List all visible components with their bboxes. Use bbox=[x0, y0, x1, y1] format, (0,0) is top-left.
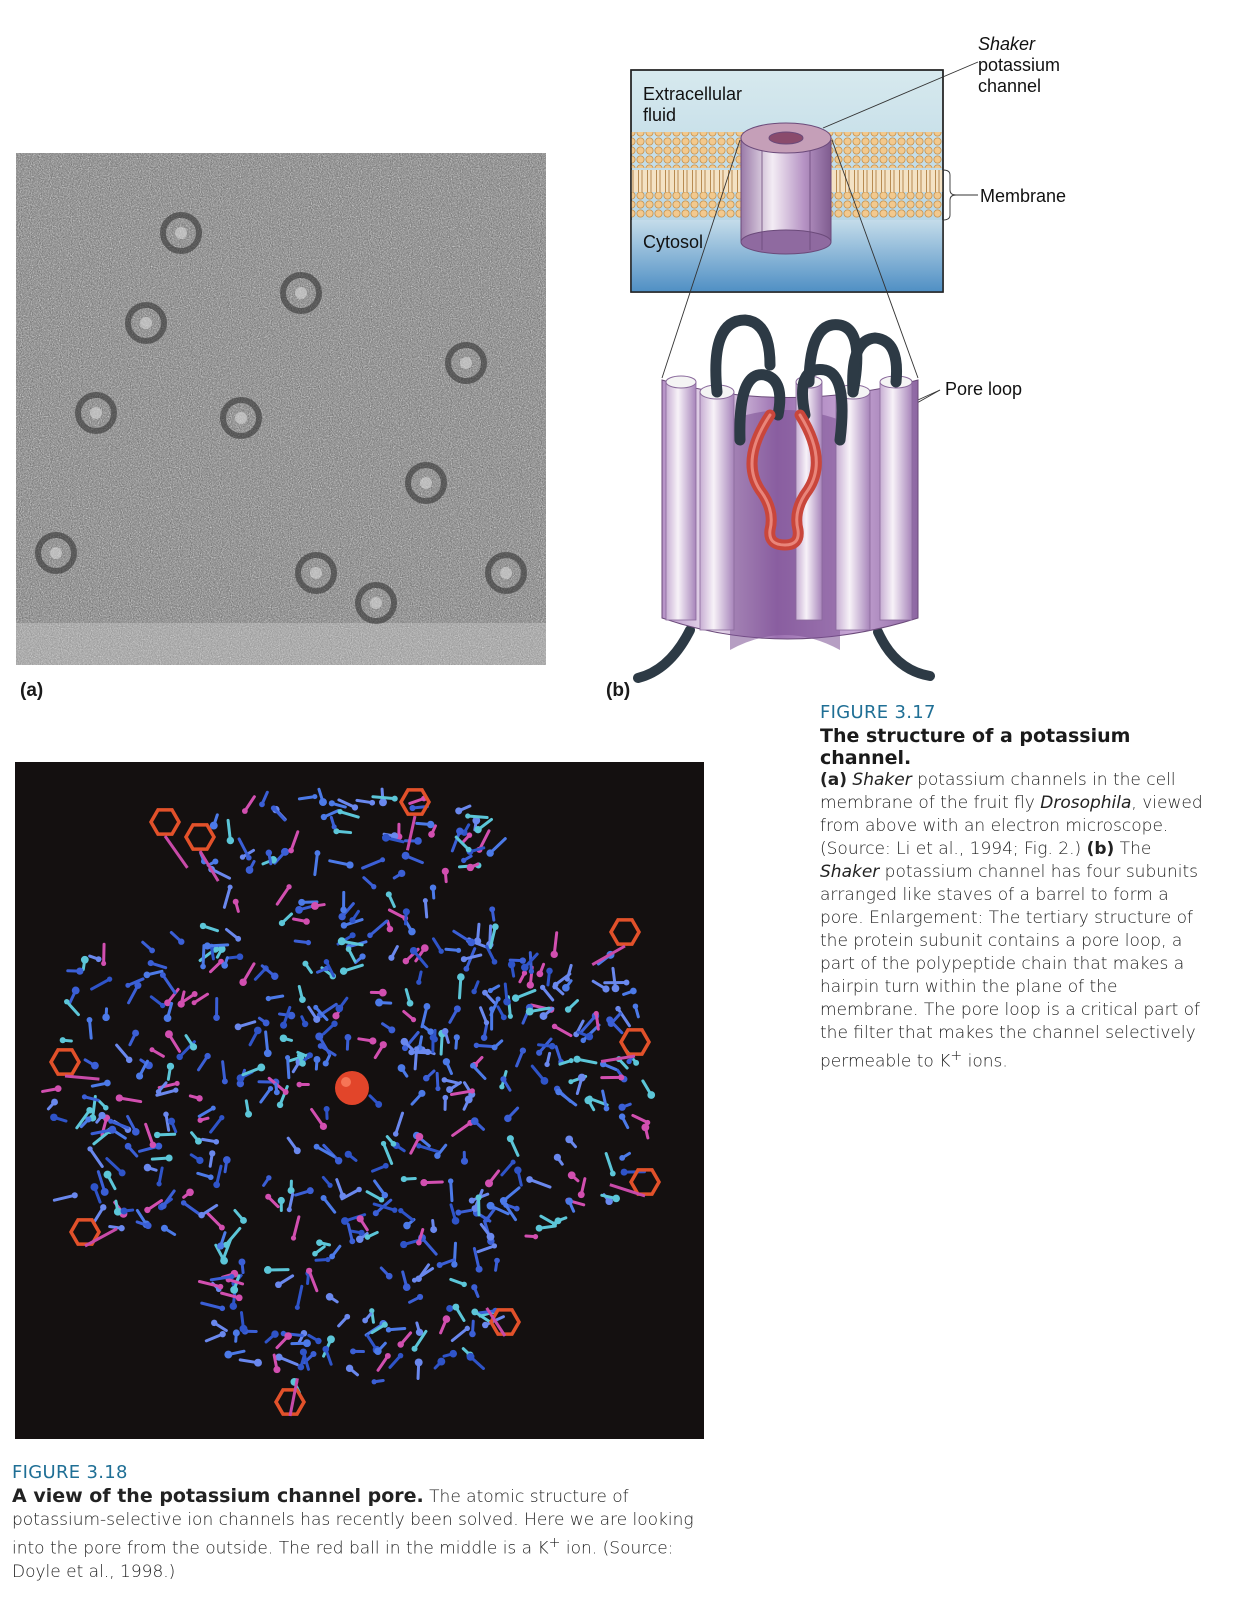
figure-318-number: FIGURE 3.18 bbox=[12, 1462, 128, 1483]
potassium-ion bbox=[335, 1071, 369, 1105]
electron-micrograph bbox=[16, 153, 546, 665]
figure-318-caption: FIGURE 3.18 A view of the potassium chan… bbox=[12, 1462, 712, 1584]
micrograph-texture bbox=[16, 153, 546, 665]
figure-317-text: (a) Shaker potassium channels in the cel… bbox=[820, 770, 1203, 1072]
shaker-label-line1: Shaker bbox=[978, 34, 1036, 54]
membrane-label: Membrane bbox=[980, 186, 1066, 206]
extracellular-label-line2: fluid bbox=[643, 105, 676, 125]
channel-particles bbox=[35, 212, 527, 624]
panel-b-label: (b) bbox=[606, 680, 631, 701]
figure-317-title: The structure of a potassium channel. bbox=[820, 725, 1131, 769]
shaker-label-line2: potassium bbox=[978, 55, 1060, 75]
channel-enlargement bbox=[633, 314, 935, 683]
extracellular-label-line1: Extracellular bbox=[643, 84, 742, 104]
figure-318-text: A view of the potassium channel pore. Th… bbox=[12, 1485, 694, 1582]
channel-diagram: Shaker potassium channel Extracellular f… bbox=[630, 34, 1066, 683]
atomic-structure bbox=[41, 787, 662, 1417]
panel-a-label: (a) bbox=[20, 680, 44, 701]
membrane-box bbox=[630, 69, 944, 293]
atom-network bbox=[41, 787, 662, 1417]
pore-loop-label: Pore loop bbox=[945, 379, 1022, 399]
cytosol-label: Cytosol bbox=[643, 232, 703, 252]
molecular-model-image bbox=[15, 762, 704, 1439]
figure-317-number: FIGURE 3.17 bbox=[820, 702, 936, 723]
figure-317-caption: FIGURE 3.17 The structure of a potassium… bbox=[820, 702, 1215, 1074]
figure-318-title: A view of the potassium channel pore. bbox=[12, 1485, 424, 1507]
shaker-label-line3: channel bbox=[978, 76, 1041, 96]
channel-cylinder bbox=[740, 122, 832, 255]
